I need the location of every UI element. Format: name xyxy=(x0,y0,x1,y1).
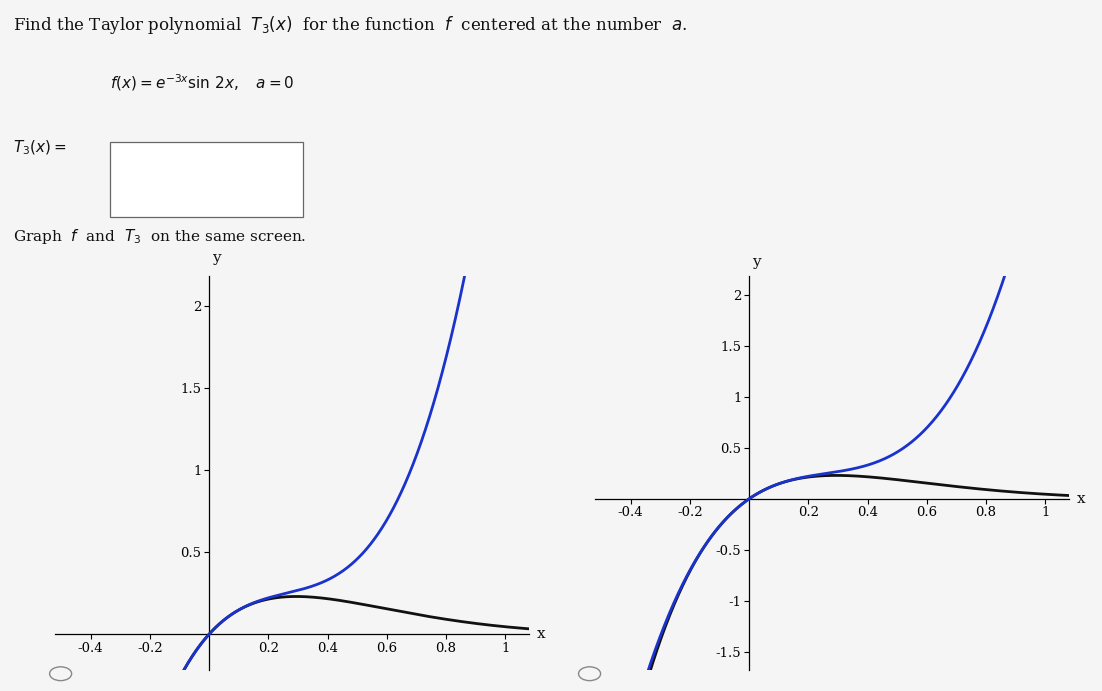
Text: $f(x) = e^{-3x}$$\sin\,2x,$$\quad a = 0$: $f(x) = e^{-3x}$$\sin\,2x,$$\quad a = 0$ xyxy=(110,72,294,93)
Text: y: y xyxy=(212,251,220,265)
Text: $T_3(x) =$: $T_3(x) =$ xyxy=(13,138,67,157)
Text: Graph  $f$  and  $T_3$  on the same screen.: Graph $f$ and $T_3$ on the same screen. xyxy=(13,227,306,245)
Text: y: y xyxy=(752,255,760,269)
Text: x: x xyxy=(1077,492,1085,506)
FancyBboxPatch shape xyxy=(110,142,303,217)
Text: x: x xyxy=(537,627,545,641)
Text: Find the Taylor polynomial  $T_3(x)$  for the function  $f$  centered at the num: Find the Taylor polynomial $T_3(x)$ for … xyxy=(13,14,688,36)
